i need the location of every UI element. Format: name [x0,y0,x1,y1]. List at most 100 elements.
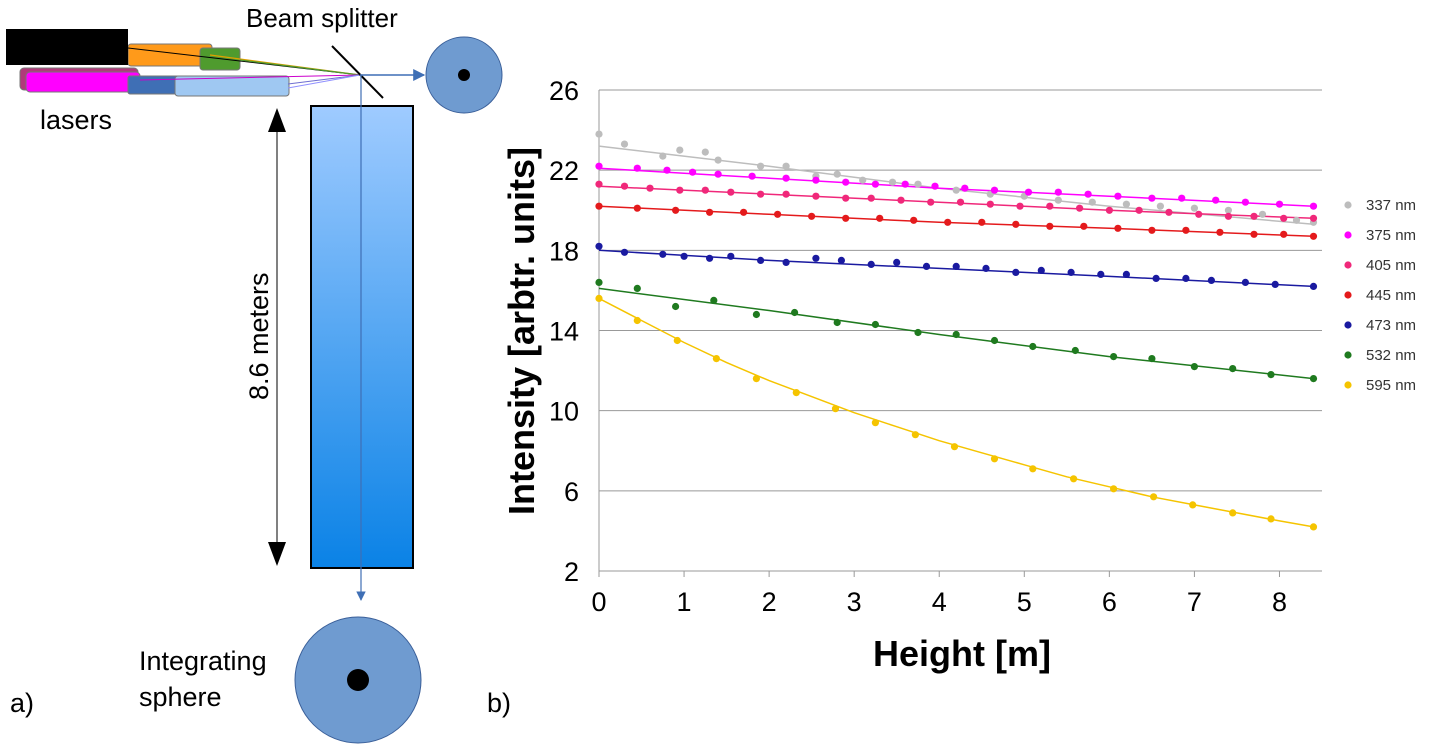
data-point-375-nm [1275,200,1284,208]
data-point-532-nm [1229,365,1237,373]
integrating-sphere-port [347,669,369,691]
data-point-337-nm [620,140,629,148]
data-point-445-nm [706,208,714,216]
fit-line-405-nm [598,185,1314,220]
data-point-337-nm [701,148,709,156]
data-point-405-nm [956,198,965,206]
data-point-337-nm [859,176,867,184]
data-point-532-nm [595,278,603,286]
data-point-375-nm [812,176,820,184]
data-point-375-nm [1241,198,1249,206]
data-point-445-nm [1309,232,1318,240]
legend-label-405-nm: 405 nm [1366,257,1416,274]
data-point-445-nm [1182,226,1190,234]
data-point-337-nm [757,162,765,170]
legend-label-595-nm: 595 nm [1366,377,1416,394]
monitor-sphere-port [458,69,470,81]
data-point-405-nm [1195,210,1203,218]
data-point-375-nm [663,166,671,174]
data-point-405-nm [757,190,765,198]
data-point-405-nm [1046,202,1054,210]
data-point-337-nm [1292,216,1301,224]
data-point-532-nm [1071,346,1079,355]
data-point-337-nm [714,156,722,164]
y-tick-label: 2 [564,557,579,587]
data-point-473-nm [706,254,714,262]
data-point-473-nm [922,262,931,270]
data-point-473-nm [757,256,765,264]
legend-label-532-nm: 532 nm [1366,347,1416,364]
data-point-405-nm [867,194,875,202]
y-tick-label: 14 [549,317,579,347]
data-point-445-nm [633,204,641,212]
distance-label: 8.6 meters [244,272,274,400]
data-point-473-nm [1012,268,1020,276]
data-point-473-nm [837,256,846,264]
data-point-405-nm [986,200,994,208]
data-point-445-nm [595,202,603,210]
data-point-375-nm [1309,202,1318,210]
data-point-473-nm [1271,280,1279,288]
data-point-445-nm [1250,230,1258,238]
data-point-595-nm [595,294,603,302]
data-point-375-nm [633,164,641,172]
laser-magenta [25,71,141,93]
data-point-532-nm [1148,355,1156,363]
data-point-405-nm [927,198,935,206]
lasers-label: lasers [40,105,112,135]
data-point-473-nm [1241,278,1249,286]
data-point-405-nm [812,192,820,200]
data-point-375-nm [1212,196,1220,204]
data-point-337-nm [1224,206,1232,214]
data-point-405-nm [897,196,905,204]
data-point-405-nm [727,188,735,196]
laser-light-blue [174,75,290,97]
data-point-532-nm [1267,371,1275,379]
data-point-375-nm [1024,188,1033,196]
data-point-375-nm [1148,194,1156,202]
chart-grid [599,89,1322,572]
data-point-473-nm [1152,274,1160,282]
y-tick-label: 22 [549,156,579,186]
data-point-595-nm [911,431,920,439]
data-point-375-nm [689,168,697,176]
data-point-445-nm [944,218,952,226]
data-point-532-nm [914,328,922,337]
data-point-405-nm [842,194,850,202]
beam-4 [139,74,361,81]
beam-splitter [331,45,384,99]
data-point-532-nm [710,296,718,304]
data-point-405-nm [1280,214,1288,222]
data-point-337-nm [888,178,897,186]
data-point-337-nm [1054,196,1062,204]
data-point-375-nm [961,184,969,192]
data-point-595-nm [1070,475,1078,483]
data-point-532-nm [990,336,999,345]
legend-marker-337-nm [1344,201,1352,209]
data-point-405-nm [1224,212,1232,220]
data-point-445-nm [876,214,884,222]
data-point-405-nm [646,184,654,192]
legend-marker-405-nm [1344,261,1352,269]
data-point-405-nm [1105,206,1113,214]
data-point-595-nm [633,316,641,325]
data-point-405-nm [1250,212,1258,220]
data-point-445-nm [1280,230,1288,238]
data-point-532-nm [833,318,841,327]
data-point-445-nm [1148,226,1156,234]
data-point-532-nm [633,284,641,292]
y-tick-label: 6 [564,477,579,507]
data-point-595-nm [1150,493,1158,501]
x-tick-label: 3 [847,587,862,617]
data-point-595-nm [831,405,840,413]
x-tick-label: 1 [677,587,692,617]
data-point-375-nm [931,182,939,190]
x-tick-label: 0 [591,587,606,617]
data-point-337-nm [782,162,790,170]
data-point-375-nm [748,172,756,180]
data-point-375-nm [842,178,850,186]
data-point-445-nm [672,206,680,214]
legend-label-473-nm: 473 nm [1366,317,1416,334]
data-point-595-nm [1110,485,1118,493]
data-point-405-nm [782,190,790,198]
